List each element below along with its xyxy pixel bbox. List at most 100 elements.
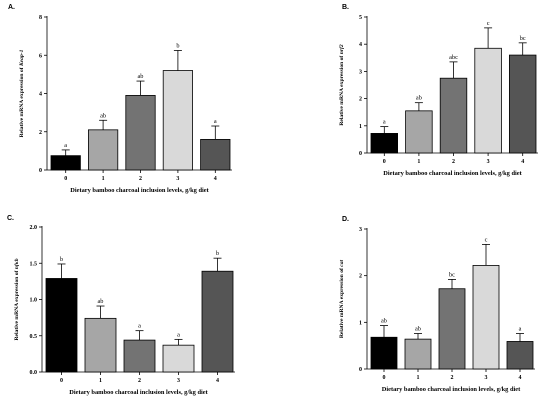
bar-4 [200, 138, 231, 171]
bar-2 [123, 339, 156, 373]
x-axis-title: Dietary bamboo charcoal inclusion levels… [383, 170, 522, 177]
bar-2 [438, 288, 466, 370]
x-axis-title: Dietary bamboo charcoal inclusion levels… [70, 187, 209, 194]
y-tick-label: 3 [359, 227, 362, 233]
bar-0 [45, 278, 78, 373]
x-tick-label: 0 [64, 176, 67, 182]
y-tick-label: 2.0 [30, 225, 38, 231]
x-tick-label: 4 [521, 159, 524, 165]
x-axis-title: Dietary bamboo charcoal inclusion levels… [69, 389, 208, 396]
y-axis-title-gene: Keap-1 [19, 49, 25, 67]
y-tick-label: 8 [39, 15, 42, 21]
chart-panel-a: A. 0 2 4 6 8 a 0 ab 1 ab 2 b 3 a 4 Dietary bamboo charco… [8, 4, 232, 194]
significance-letter: ab [98, 298, 104, 305]
y-tick-label: 0.0 [30, 370, 38, 376]
y-axis-title-text: Relative mRNA expression of [339, 54, 345, 125]
chart-panel-b: B. 0 1 2 3 4 5 a 0 ab 1 abc 2 c 3 bc 4 Dietary bamboo cha… [339, 4, 538, 177]
significance-letter: b [176, 42, 179, 49]
bar-1 [405, 110, 433, 154]
significance-letter: ab [100, 112, 106, 119]
x-tick-label: 0 [383, 375, 386, 381]
y-axis-title: Relative mRNA expression of Keap-1 [19, 49, 25, 137]
x-tick-label: 2 [452, 159, 455, 165]
y-axis-title-text: Relative mRNA expression of [14, 269, 20, 340]
panel-label: A. [8, 4, 15, 11]
y-axis-title-gene: nfκb [14, 258, 20, 269]
significance-letter: a [519, 326, 522, 333]
x-tick-label: 4 [214, 176, 217, 182]
significance-letter: b [60, 256, 63, 263]
bar-3 [474, 47, 502, 154]
significance-letter: a [64, 142, 67, 149]
chart-panel-c: C. 0.0 0.5 1.0 1.5 2.0 b 0 ab 1 a 2 a 3 b 4 Dietary bamb… [7, 215, 235, 396]
panel-label: D. [342, 216, 349, 223]
significance-letter: ab [416, 95, 422, 102]
y-tick-label: 1 [359, 320, 362, 326]
y-tick-label: 6 [39, 53, 42, 59]
x-tick-label: 1 [417, 375, 420, 381]
x-tick-label: 0 [60, 378, 63, 384]
bar-4 [506, 341, 534, 370]
bar-3 [162, 70, 193, 171]
y-tick-label: 2 [39, 130, 42, 136]
x-tick-label: 1 [99, 378, 102, 384]
y-tick-label: 4 [39, 92, 42, 98]
bar-2 [125, 95, 156, 171]
bar-4 [508, 54, 537, 154]
x-tick-label: 2 [139, 176, 142, 182]
x-axis-title: Dietary bamboo charcoal inclusion levels… [382, 386, 521, 393]
y-tick-label: 1 [359, 124, 362, 130]
y-tick-label: 0 [359, 151, 362, 157]
significance-letter: b [216, 250, 219, 257]
y-tick-label: 0 [39, 168, 42, 174]
y-tick-label: 2 [359, 97, 362, 103]
x-tick-label: 2 [451, 375, 454, 381]
significance-letter: abc [449, 54, 458, 61]
y-tick-label: 5 [359, 15, 362, 21]
x-tick-label: 1 [417, 159, 420, 165]
bar-0 [370, 133, 399, 154]
y-axis-title: Relative mRNA expression of nfκb [14, 258, 20, 340]
panel-label: C. [7, 215, 14, 222]
x-tick-label: 4 [519, 375, 522, 381]
significance-letter: c [485, 236, 488, 243]
bar-3 [472, 265, 500, 370]
y-tick-label: 0 [359, 367, 362, 373]
y-axis-title-text: Relative mRNA expression of [339, 267, 345, 338]
significance-letter: bc [449, 271, 455, 278]
y-tick-label: 0.5 [30, 334, 38, 340]
significance-letter: a [177, 331, 180, 338]
y-tick-label: 3 [359, 69, 362, 75]
x-tick-label: 1 [102, 176, 105, 182]
panel-label: B. [342, 4, 349, 11]
significance-letter: a [214, 118, 217, 125]
bar-3 [162, 344, 195, 373]
y-tick-label: 1.5 [30, 261, 38, 267]
y-axis-title: Relative mRNA expression of nrf2 [339, 44, 345, 126]
x-tick-label: 3 [177, 378, 180, 384]
y-axis-title-gene: nrf2 [339, 44, 345, 54]
bar-4 [201, 270, 234, 373]
x-tick-label: 3 [487, 159, 490, 165]
significance-letter: a [138, 323, 141, 330]
x-tick-label: 0 [383, 159, 386, 165]
significance-letter: ab [381, 318, 387, 325]
significance-letter: ab [415, 326, 421, 333]
y-tick-label: 4 [359, 42, 362, 48]
significance-letter: ab [138, 73, 144, 80]
x-tick-label: 3 [176, 176, 179, 182]
bar-1 [404, 338, 432, 370]
bar-1 [88, 129, 119, 171]
y-axis-title: Relative mRNA expression of cat [339, 259, 345, 338]
y-axis-title-text: Relative mRNA expression of [19, 66, 25, 137]
x-tick-label: 2 [138, 378, 141, 384]
bar-0 [50, 155, 81, 171]
significance-letter: a [383, 119, 386, 126]
bar-1 [84, 317, 117, 373]
x-tick-label: 4 [216, 378, 219, 384]
significance-letter: c [487, 20, 490, 27]
y-tick-label: 2 [359, 274, 362, 280]
bar-0 [370, 336, 398, 370]
chart-panel-d: D. 0 1 2 3 ab 0 ab 1 bc 2 c 3 a 4 Dietary bamboo charco… [339, 216, 535, 393]
significance-letter: bc [520, 35, 526, 42]
